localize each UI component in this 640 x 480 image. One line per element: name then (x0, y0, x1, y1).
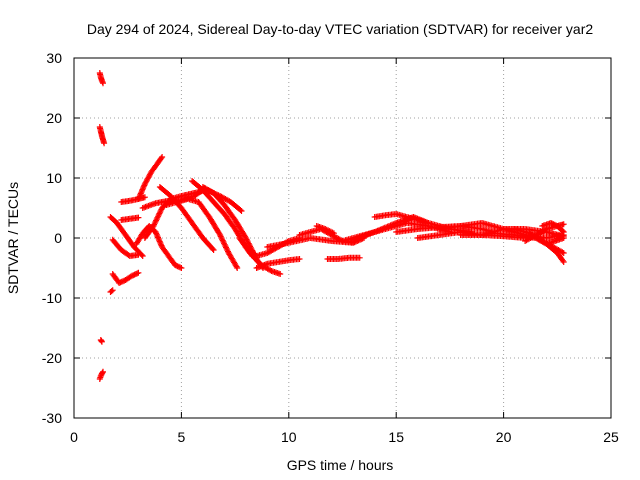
axis-ticks: 0 5 10 15 20 25 -30 -20 -10 0 10 20 30 (42, 50, 619, 445)
x-tick-label: 10 (281, 429, 297, 445)
x-tick-label: 25 (603, 429, 619, 445)
data-series (96, 124, 108, 147)
x-tick-label: 0 (70, 429, 78, 445)
x-tick-label: 15 (388, 429, 404, 445)
data-point (158, 155, 165, 162)
data-series (96, 70, 106, 87)
data-point (559, 257, 566, 264)
data-points (96, 70, 567, 382)
data-point (560, 221, 567, 228)
data-point (267, 267, 274, 274)
data-point (560, 229, 567, 235)
data-series (163, 196, 241, 271)
data-point (330, 230, 337, 237)
data-point (139, 253, 146, 259)
y-axis-label: SDTVAR / TECUs (5, 182, 21, 294)
y-tick-label: 20 (46, 110, 62, 126)
data-point (135, 269, 142, 276)
data-point (108, 288, 115, 295)
data-point (135, 251, 142, 258)
data-point (156, 210, 163, 217)
data-point (559, 249, 566, 256)
data-point (178, 265, 185, 271)
data-series (109, 236, 142, 259)
data-point (209, 245, 216, 252)
data-point (234, 265, 241, 271)
data-point (109, 287, 116, 294)
data-series (97, 337, 105, 345)
data-series (118, 214, 142, 223)
y-tick-label: 10 (46, 170, 62, 186)
data-series (253, 256, 303, 271)
x-axis-label: GPS time / hours (287, 457, 394, 473)
data-series (109, 269, 142, 286)
data-series (135, 154, 166, 202)
data-series (118, 194, 148, 205)
plot-border (73, 57, 612, 419)
data-series (313, 223, 337, 237)
y-tick-label: -20 (42, 350, 62, 366)
data-point (425, 220, 432, 226)
x-tick-label: 20 (496, 429, 512, 445)
data-point (159, 154, 166, 160)
data-point (135, 214, 142, 221)
data-point (238, 208, 245, 214)
y-tick-label: -10 (42, 290, 62, 306)
data-point (101, 140, 108, 147)
data-point (210, 247, 217, 253)
y-tick-label: -30 (42, 410, 62, 426)
data-point (277, 271, 284, 277)
data-series (371, 211, 432, 226)
data-point (560, 250, 567, 256)
data-point (560, 259, 567, 265)
data-point (100, 368, 106, 375)
y-tick-label: 0 (54, 230, 62, 246)
data-point (98, 338, 105, 345)
data-point (223, 244, 229, 251)
data-point (100, 80, 106, 87)
data-series (96, 368, 106, 382)
x-tick-label: 5 (178, 429, 186, 445)
data-point (560, 235, 567, 241)
data-point (356, 254, 363, 261)
data-point (559, 228, 566, 234)
data-series (539, 220, 567, 229)
data-series (133, 223, 185, 271)
data-series (324, 254, 363, 262)
data-point (237, 207, 244, 213)
data-point (141, 194, 148, 201)
data-series (107, 287, 116, 295)
data-series (543, 235, 567, 247)
data-point (296, 256, 303, 262)
y-tick-label: 30 (46, 50, 62, 66)
chart-title: Day 294 of 2024, Sidereal Day-to-day VTE… (87, 21, 593, 37)
